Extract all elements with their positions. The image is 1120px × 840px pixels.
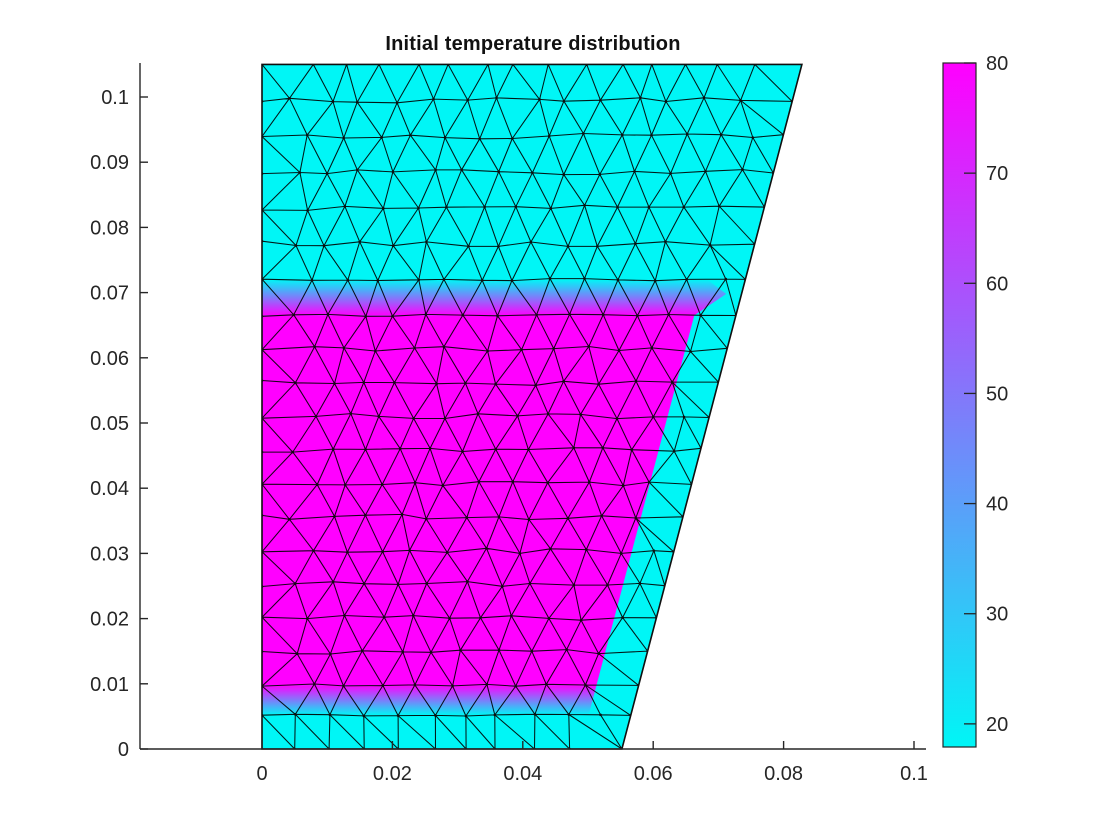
y-tick-label: 0.04 <box>90 478 129 500</box>
colorbar-tick-label: 40 <box>986 494 1008 516</box>
x-tick-label: 0 <box>256 763 267 785</box>
colorbar-tick-label: 60 <box>986 273 1008 295</box>
x-tick-label: 0.02 <box>373 763 412 785</box>
axes: 0 0.02 0.04 0.06 0.08 0.1 0 0.01 0.02 0.03 0.04 0.0… <box>90 63 928 785</box>
y-tick-label: 0.1 <box>101 87 129 109</box>
mesh-edges <box>262 64 802 749</box>
domain-fills <box>262 64 802 749</box>
x-tick-label: 0.04 <box>503 763 542 785</box>
y-tick-label: 0.05 <box>90 413 129 435</box>
y-tick-label: 0.06 <box>90 348 129 370</box>
y-tick-label: 0.03 <box>90 543 129 565</box>
colorbar-tick-label: 30 <box>986 604 1008 626</box>
plot-title: Initial temperature distribution <box>385 33 681 55</box>
colorbar-tick-label: 70 <box>986 163 1008 185</box>
colorbar-gradient <box>942 62 977 748</box>
x-tick-label: 0.08 <box>764 763 803 785</box>
y-tick-label: 0 <box>118 739 129 761</box>
y-tick-label: 0.08 <box>90 217 129 239</box>
top-gradient-band <box>262 279 727 316</box>
bottom-gradient-band <box>262 685 597 716</box>
colorbar-tick-label: 20 <box>986 714 1008 736</box>
y-tick-label: 0.01 <box>90 674 129 696</box>
y-tick-label: 0.09 <box>90 152 129 174</box>
y-tick-label: 0.07 <box>90 283 129 305</box>
x-tick-label: 0.06 <box>634 763 673 785</box>
colorbar: 80 70 60 50 40 30 20 <box>942 53 1008 748</box>
x-tick-label: 0.1 <box>900 763 928 785</box>
y-tick-label: 0.02 <box>90 609 129 631</box>
colorbar-tick-label: 50 <box>986 383 1008 405</box>
colorbar-tick-label: 80 <box>986 53 1008 75</box>
